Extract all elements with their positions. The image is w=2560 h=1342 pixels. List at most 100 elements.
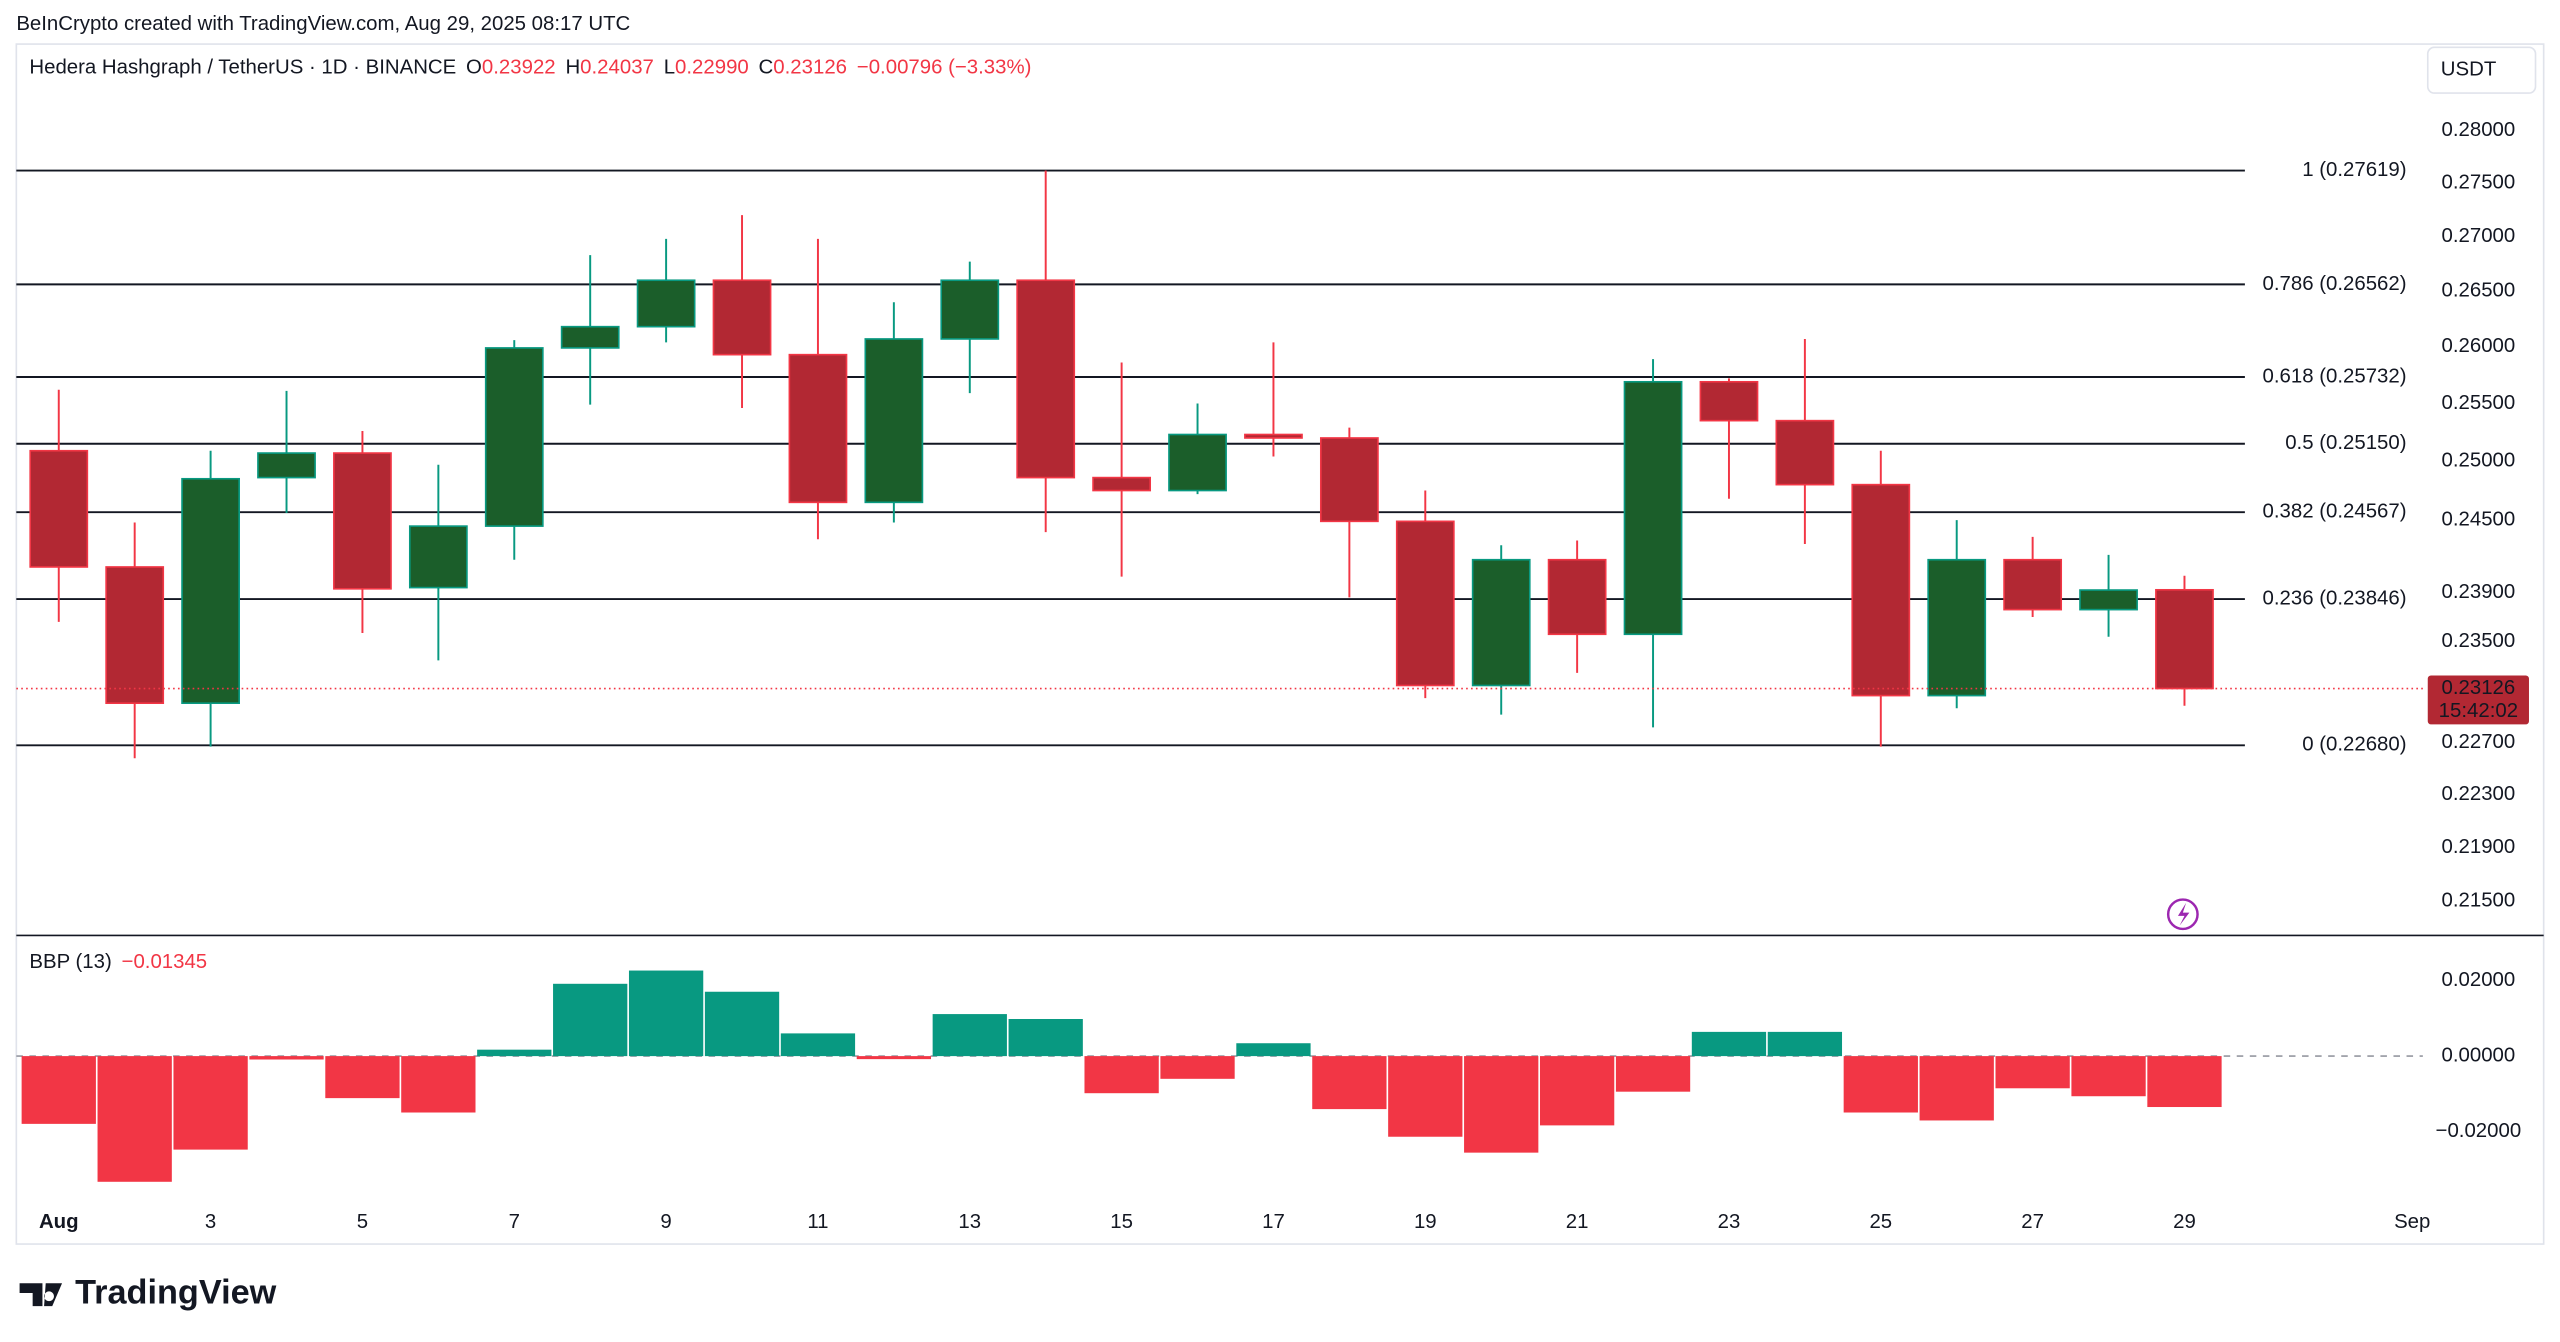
y-tick-label: 0.25500 bbox=[2442, 392, 2516, 414]
y-tick-label: 0.23500 bbox=[2442, 630, 2516, 652]
y-tick-label: 0.21900 bbox=[2442, 836, 2516, 858]
change: −0.00796 (−3.33%) bbox=[857, 57, 1032, 79]
candle-body bbox=[1168, 433, 1227, 492]
ohlc-value: 0.23126 bbox=[773, 57, 847, 79]
ohlc-key: L bbox=[664, 57, 675, 79]
bbp-bar bbox=[1008, 1019, 1083, 1057]
candle-body bbox=[1623, 380, 1683, 636]
candle-body bbox=[1016, 279, 1076, 479]
fib-label: 0.786 (0.26562) bbox=[2263, 273, 2407, 295]
bbp-bar bbox=[249, 1056, 324, 1060]
price-tag-value: 0.23126 bbox=[2442, 677, 2516, 699]
ohlc-key: O bbox=[466, 57, 482, 79]
y-tick-label: 0.22700 bbox=[2442, 731, 2516, 753]
bbp-bar bbox=[1084, 1056, 1159, 1094]
brand-logo bbox=[19, 1283, 63, 1307]
symbol: Hedera Hashgraph / TetherUS · 1D · BINAN… bbox=[29, 57, 456, 79]
candle-body bbox=[560, 325, 620, 349]
y-tick-label: 0.02000 bbox=[2442, 969, 2516, 991]
price-tag bbox=[2427, 675, 2529, 725]
bbp-bar bbox=[704, 991, 780, 1057]
x-tick-label: 27 bbox=[2021, 1211, 2044, 1233]
bbp-bar bbox=[2147, 1056, 2222, 1108]
x-tick-label: 23 bbox=[1718, 1211, 1741, 1233]
candle-body bbox=[105, 566, 165, 705]
candle-body bbox=[1547, 558, 1607, 636]
bbp-bar bbox=[1160, 1056, 1235, 1079]
x-tick-label: 21 bbox=[1566, 1211, 1589, 1233]
candle-body bbox=[181, 477, 240, 705]
x-tick-label: 11 bbox=[807, 1211, 828, 1233]
bbp-bar bbox=[1767, 1031, 1843, 1057]
y-tick-label: 0.27000 bbox=[2442, 225, 2516, 247]
symbol-legend: Hedera Hashgraph / TetherUS · 1D · BINAN… bbox=[29, 57, 1031, 79]
bbp-bar bbox=[1843, 1056, 1918, 1113]
candle-body bbox=[1395, 520, 1455, 687]
bbp-bar bbox=[97, 1056, 172, 1182]
candle-body bbox=[1699, 380, 1759, 422]
x-tick-label: 19 bbox=[1414, 1211, 1437, 1233]
chart-frame bbox=[15, 43, 2545, 1245]
candle-body bbox=[1471, 558, 1531, 687]
y-tick-label: 0.25000 bbox=[2442, 450, 2516, 472]
lightning-icon bbox=[2166, 898, 2199, 931]
x-tick-label: 9 bbox=[660, 1211, 671, 1233]
x-tick-label: 3 bbox=[205, 1211, 216, 1233]
y-tick-label: 0.21500 bbox=[2442, 890, 2516, 912]
candle-body bbox=[1319, 437, 1379, 523]
candle-body bbox=[788, 353, 848, 504]
bbp-bar bbox=[628, 970, 704, 1057]
currency[interactable]: USDT bbox=[2441, 59, 2497, 81]
ohlc-value: 0.24037 bbox=[580, 57, 654, 79]
bbp-bar bbox=[780, 1033, 856, 1057]
candle-body bbox=[940, 279, 1000, 340]
brand: TradingView bbox=[75, 1274, 277, 1312]
credit: BeInCrypto created with TradingView.com,… bbox=[16, 13, 630, 35]
candle-body bbox=[1927, 558, 1987, 697]
bbp-bar bbox=[1464, 1056, 1539, 1153]
bbp-bar bbox=[1236, 1043, 1311, 1057]
bbp-bar bbox=[477, 1049, 552, 1057]
fib-label: 0.5 (0.25150) bbox=[2285, 432, 2406, 454]
bbp-bar bbox=[401, 1056, 476, 1113]
bbp-bar bbox=[1539, 1056, 1615, 1126]
bbp-bar bbox=[553, 983, 628, 1057]
bbp-bar bbox=[21, 1056, 96, 1124]
candle-body bbox=[257, 452, 316, 479]
indicator-legend: BBP (13) −0.01345 bbox=[29, 952, 207, 974]
x-tick-label: 13 bbox=[958, 1211, 981, 1233]
x-tick-label: 5 bbox=[357, 1211, 368, 1233]
candle-body bbox=[29, 449, 89, 568]
fib-label: 1 (0.27619) bbox=[2302, 159, 2406, 181]
bbp-bar bbox=[2071, 1056, 2146, 1097]
y-tick-label: 0.00000 bbox=[2442, 1044, 2516, 1066]
bbp-bar bbox=[1919, 1056, 1994, 1121]
currency-button[interactable] bbox=[2426, 46, 2537, 94]
indicator-value: −0.01345 bbox=[122, 952, 208, 974]
indicator-name: BBP (13) bbox=[29, 952, 111, 974]
candle-body bbox=[712, 279, 772, 356]
bbp-bar bbox=[1691, 1031, 1767, 1057]
fib-label: 0.236 (0.23846) bbox=[2263, 587, 2407, 609]
x-tick-label: 17 bbox=[1262, 1211, 1285, 1233]
candle-body bbox=[636, 279, 696, 328]
candle-body bbox=[2003, 558, 2063, 611]
ohlc-value: 0.23922 bbox=[482, 57, 556, 79]
fib-label: 0.618 (0.25732) bbox=[2263, 365, 2407, 387]
x-tick-label: Aug bbox=[39, 1211, 79, 1233]
y-tick-label: 0.24500 bbox=[2442, 509, 2516, 531]
y-tick-label: 0.26000 bbox=[2442, 335, 2516, 357]
y-tick-label: 0.27500 bbox=[2442, 172, 2516, 194]
countdown: 15:42:02 bbox=[2439, 700, 2518, 722]
candle-body bbox=[2079, 589, 2138, 611]
x-tick-label: 15 bbox=[1110, 1211, 1133, 1233]
y-tick-label: 0.28000 bbox=[2442, 119, 2516, 141]
bbp-bar bbox=[1615, 1056, 1691, 1092]
x-tick-label: 7 bbox=[509, 1211, 520, 1233]
fib-label: 0.382 (0.24567) bbox=[2263, 501, 2407, 523]
candle-body bbox=[2155, 588, 2214, 690]
y-tick-label: 0.22300 bbox=[2442, 783, 2516, 805]
candle-body bbox=[408, 525, 468, 589]
